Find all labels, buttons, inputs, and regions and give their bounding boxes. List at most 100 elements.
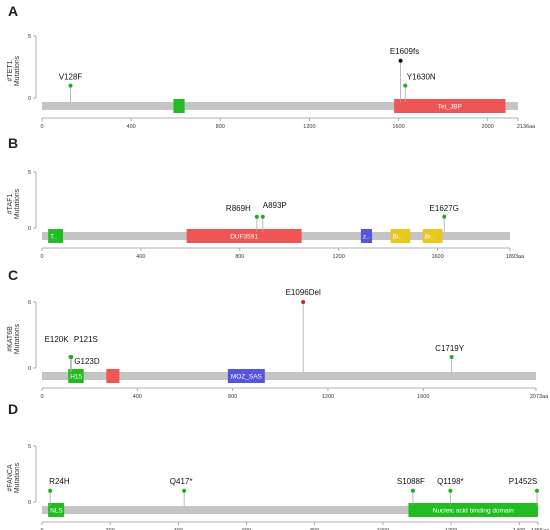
protein-domain bbox=[48, 229, 64, 243]
x-tick-label: 1200 bbox=[333, 254, 345, 260]
domain-label: Nucleic acid binding domain bbox=[433, 508, 514, 515]
domain-label: Tet_JBP bbox=[438, 104, 462, 111]
protein-domain bbox=[48, 503, 65, 517]
y-tick-label-zero: 0 bbox=[28, 366, 31, 372]
y-axis-gene-label: #KAT6B bbox=[7, 326, 14, 352]
y-axis-unit-label: Mutations bbox=[14, 462, 21, 493]
x-tick-label: 1200 bbox=[303, 124, 315, 130]
mutation-label: G123D bbox=[74, 357, 100, 366]
protein-domain bbox=[390, 229, 411, 243]
domain-label: Br.. bbox=[393, 234, 403, 241]
lollipop-head bbox=[442, 214, 447, 219]
x-tick-label: 800 bbox=[235, 254, 244, 260]
mutation-label: R869H bbox=[226, 204, 251, 213]
lollipop-head bbox=[534, 488, 539, 493]
panel-letter-C: C bbox=[8, 267, 18, 283]
mutation-label: Q417* bbox=[170, 477, 193, 486]
y-tick-label-max: 6 bbox=[28, 300, 31, 306]
x-tick-label: 800 bbox=[310, 528, 319, 530]
domain-label: z.. bbox=[363, 234, 370, 241]
mutation-label: P121S bbox=[74, 335, 98, 344]
x-tick-label: 1000 bbox=[377, 528, 389, 530]
protein-length-label: 1893aa bbox=[506, 254, 525, 260]
protein-backbone bbox=[42, 372, 536, 380]
mutation-label: Y1630N bbox=[407, 73, 436, 82]
x-tick-label: 600 bbox=[242, 528, 251, 530]
mutation-label: V128F bbox=[59, 73, 83, 82]
lollipop-head bbox=[403, 83, 408, 88]
mutation-label: R24H bbox=[49, 477, 70, 486]
x-tick-label: 800 bbox=[228, 394, 237, 400]
domain-label: DUF3591 bbox=[230, 234, 258, 241]
protein-domain bbox=[227, 369, 265, 383]
mutation-label: E120K bbox=[45, 335, 70, 344]
x-tick-label: 1600 bbox=[431, 254, 443, 260]
protein-domain bbox=[106, 369, 120, 383]
protein-length-label: 2136aa bbox=[517, 124, 536, 130]
lollipop-head bbox=[301, 300, 306, 304]
lollipop-head bbox=[449, 355, 454, 359]
domain-label: MOZ_SAS bbox=[231, 374, 263, 381]
x-tick-label: 0 bbox=[40, 528, 43, 530]
x-tick-label: 1200 bbox=[445, 528, 457, 530]
lollipop-head bbox=[182, 488, 187, 493]
x-tick-label: 400 bbox=[174, 528, 183, 530]
x-tick-label: 0 bbox=[40, 124, 43, 130]
panel-letter-D: D bbox=[8, 401, 18, 417]
lollipop-head bbox=[68, 83, 73, 88]
lollipop-head bbox=[260, 214, 265, 219]
y-tick-label-zero: 0 bbox=[28, 500, 31, 506]
protein-backbone bbox=[42, 102, 518, 110]
x-tick-label: 2000 bbox=[482, 124, 494, 130]
domain-label: H15 bbox=[70, 374, 82, 381]
panel-letter-A: A bbox=[8, 3, 18, 19]
mutation-label: E1627G bbox=[430, 204, 459, 213]
protein-domain bbox=[408, 503, 538, 517]
x-tick-label: 1600 bbox=[392, 124, 404, 130]
x-tick-label: 400 bbox=[127, 124, 136, 130]
x-tick-label: 0 bbox=[40, 254, 43, 260]
y-axis-gene-label: #TET1 bbox=[7, 60, 14, 81]
mutation-label: E1096Del bbox=[286, 288, 321, 297]
protein-domain bbox=[394, 99, 506, 113]
x-tick-label: 1600 bbox=[417, 394, 429, 400]
domain-label: Br.. bbox=[425, 234, 435, 241]
mutation-label: S1088F bbox=[397, 477, 425, 486]
x-tick-label: 400 bbox=[133, 394, 142, 400]
x-tick-label: 1400 bbox=[513, 528, 525, 530]
domain-label: NLS bbox=[50, 508, 63, 515]
protein-domain bbox=[186, 229, 302, 243]
protein-domain bbox=[360, 229, 373, 243]
y-axis-unit-label: Mutations bbox=[14, 55, 21, 86]
protein-backbone bbox=[42, 506, 538, 514]
mutation-label: A893P bbox=[263, 201, 287, 210]
x-tick-label: 0 bbox=[40, 394, 43, 400]
mutation-label: P1452S bbox=[509, 477, 537, 486]
protein-domain bbox=[173, 99, 185, 113]
protein-domain bbox=[68, 369, 84, 383]
y-axis-unit-label: Mutations bbox=[14, 188, 21, 219]
mutation-label: Q1198* bbox=[437, 477, 464, 486]
lollipop-head bbox=[448, 488, 453, 493]
lollipop-head bbox=[410, 488, 415, 493]
y-tick-label-zero: 0 bbox=[28, 96, 31, 102]
mutation-label: C1719Y bbox=[435, 344, 465, 353]
y-tick-label-max: 5 bbox=[28, 444, 31, 450]
lollipop-head bbox=[254, 214, 259, 219]
x-tick-label: 200 bbox=[106, 528, 115, 530]
y-tick-label-max: 5 bbox=[28, 170, 31, 176]
y-axis-gene-label: #TAF1 bbox=[7, 194, 14, 215]
x-tick-label: 800 bbox=[216, 124, 225, 130]
lollipop-head bbox=[398, 58, 403, 63]
y-axis-gene-label: #FANCA bbox=[7, 464, 14, 492]
lollipop-head bbox=[69, 355, 74, 359]
x-tick-label: 1200 bbox=[322, 394, 334, 400]
y-axis-unit-label: Mutations bbox=[14, 323, 21, 354]
lollipop-head bbox=[48, 488, 53, 493]
protein-length-label: 1455aa bbox=[531, 528, 550, 530]
protein-length-label: 2073aa bbox=[530, 394, 549, 400]
y-tick-label-max: 5 bbox=[28, 34, 31, 40]
x-tick-label: 400 bbox=[136, 254, 145, 260]
